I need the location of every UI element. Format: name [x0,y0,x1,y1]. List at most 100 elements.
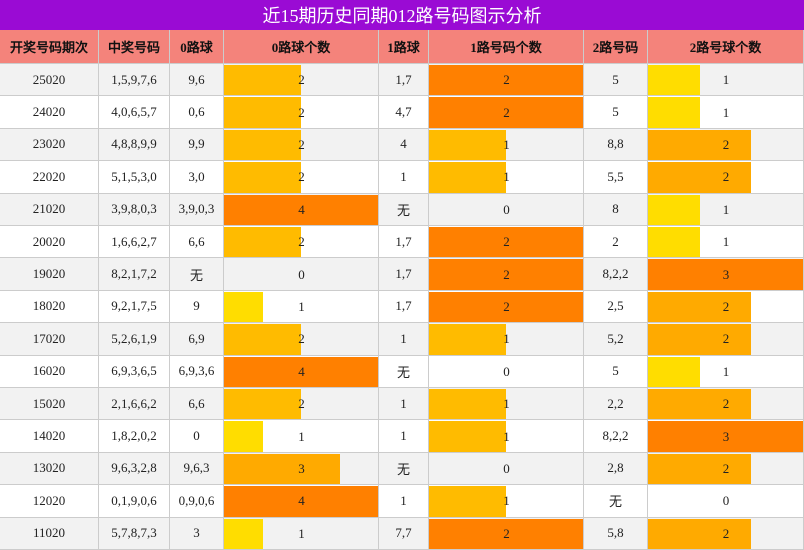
table-cell: 6,9,3,6,5 [99,355,170,388]
table-cell: 3 [170,517,224,550]
table-cell: 9,6,3 [170,452,224,486]
table-cell: 8 [584,193,648,226]
count-bar [224,291,263,323]
table-cell: 2,1,6,6,2 [99,388,170,421]
table-cell: 6,9 [170,323,224,356]
table-cell: 2 [584,226,648,259]
table-cell: 无 [170,258,224,291]
table-cell: 5 [584,355,648,388]
count-bar [224,453,340,485]
table-cell: 24020 [0,96,99,129]
table-cell: 6,6 [170,226,224,259]
count-bar [224,129,301,161]
table-cell: 3,9,0,3 [170,193,224,226]
table-cell: 无 [379,452,429,486]
count-bar [429,421,506,452]
count-text: 2 [298,72,305,88]
table-cell: 5 [584,96,648,129]
table-cell: 19020 [0,258,99,291]
table-cell: 21020 [0,193,99,226]
count-cell [648,485,804,518]
count-bar [429,486,506,517]
count-bar [224,227,301,258]
table-cell: 1,8,2,0,2 [99,420,170,453]
count-bar [429,97,583,128]
count-text: 1 [503,493,510,509]
table-cell: 8,8 [584,128,648,162]
header-cell: 开奖号码期次 [0,30,99,64]
table-cell: 4,0,6,5,7 [99,96,170,129]
table-cell: 1,7 [379,64,429,97]
count-text: 2 [722,136,730,152]
count-text: 4 [298,363,305,379]
table-cell: 无 [379,193,429,226]
count-bar [648,227,700,258]
header-cell: 2路号码 [584,30,648,64]
count-bar [429,389,506,420]
count-bar [429,162,506,193]
count-text: 2 [722,396,730,412]
table-cell: 0 [170,420,224,453]
count-text: 3 [298,460,305,476]
table-cell: 11020 [0,517,99,550]
count-bar [429,324,506,355]
table-cell: 9,6 [170,64,224,97]
table-cell: 8,2,1,7,2 [99,258,170,291]
table-cell: 8,2,2 [584,420,648,453]
count-text: 1 [722,234,730,250]
table-cell: 1 [379,161,429,194]
header-cell: 中奖号码 [99,30,170,64]
table-cell: 5,2 [584,323,648,356]
table-cell: 5,5 [584,161,648,194]
count-cell [429,193,584,226]
count-text: 2 [298,136,305,152]
count-text: 4 [298,201,305,217]
count-bar [429,259,583,290]
table-cell: 23020 [0,128,99,162]
count-bar [224,421,263,452]
table-cell: 1,7 [379,290,429,324]
count-text: 1 [503,428,510,444]
count-cell [429,452,584,486]
table-cell: 16020 [0,355,99,388]
count-text: 1 [298,525,305,541]
table-cell: 9,6,3,2,8 [99,452,170,486]
table-cell: 13020 [0,452,99,486]
table-cell: 1,7 [379,226,429,259]
count-text: 1 [503,136,510,152]
count-bar [429,291,583,323]
count-bar [648,453,752,485]
table-cell: 22020 [0,161,99,194]
table-cell: 5,1,5,3,0 [99,161,170,194]
count-bar [648,97,700,128]
count-text: 1 [722,104,730,120]
count-text: 2 [722,169,730,185]
count-bar [648,194,700,225]
count-text: 2 [503,234,510,250]
count-text: 2 [298,234,305,250]
table-cell: 18020 [0,290,99,324]
count-text: 1 [503,331,510,347]
table-cell: 0,9,0,6 [170,485,224,518]
count-text: 2 [722,298,730,314]
table-cell: 6,9,3,6 [170,355,224,388]
count-bar [224,356,378,387]
table-cell: 0,6 [170,96,224,129]
table-cell: 4,7 [379,96,429,129]
table-cell: 7,7 [379,517,429,550]
table-cell: 12020 [0,485,99,518]
table-cell: 15020 [0,388,99,421]
count-bar [224,324,301,355]
count-text: 1 [722,363,730,379]
count-text: 2 [298,331,305,347]
table-cell: 无 [379,355,429,388]
table-cell: 5 [584,64,648,97]
table-cell: 1,6,6,2,7 [99,226,170,259]
count-bar [648,421,803,452]
count-bar [429,518,583,549]
count-text: 2 [722,460,730,476]
count-text: 2 [722,525,730,541]
table-cell: 2,2 [584,388,648,421]
table-cell: 1,5,9,7,6 [99,64,170,97]
count-cell [224,258,379,291]
